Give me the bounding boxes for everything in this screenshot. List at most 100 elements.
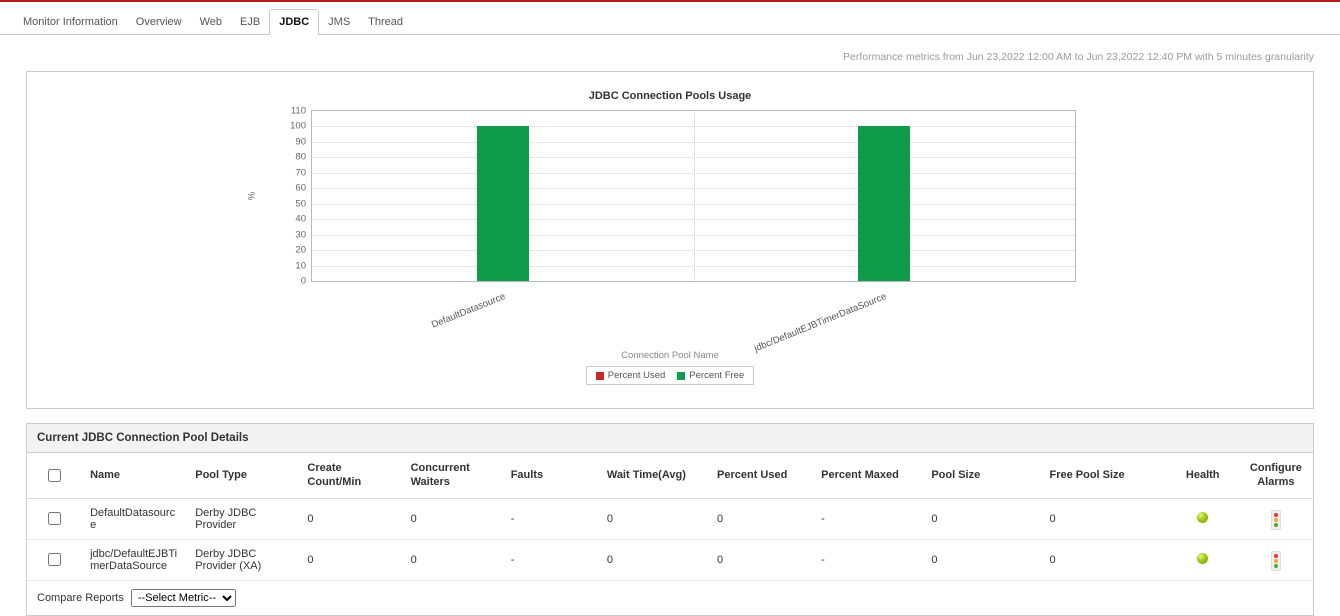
- health-indicator-clear[interactable]: [1197, 552, 1209, 564]
- tab-monitor-information[interactable]: Monitor Information: [23, 16, 118, 28]
- col-header-percent-used: Percent Used: [709, 453, 814, 499]
- y-axis-tick: 10: [295, 260, 306, 272]
- col-header-faults: Faults: [502, 453, 599, 499]
- top-accent-bar: [0, 0, 1340, 2]
- cell-faults: -: [502, 539, 599, 581]
- table-row: DefaultDatasource Derby JDBC Provider 0 0-0…: [27, 498, 1313, 540]
- cell-pool-type: Derby JDBC Provider (XA): [187, 539, 300, 581]
- metric-select[interactable]: --Select Metric--: [130, 588, 236, 607]
- alarm-light-orange: [1273, 558, 1278, 563]
- alarm-light-orange: [1273, 517, 1278, 522]
- row-checkbox[interactable]: [48, 512, 62, 526]
- select-all-checkbox[interactable]: [48, 468, 62, 482]
- category-separator-gridline: [693, 111, 695, 281]
- y-axis-tick: 70: [295, 167, 306, 179]
- cell-faults: -: [502, 498, 599, 540]
- cell-pool-size: 0: [923, 539, 1042, 581]
- chart-title: JDBC Connection Pools Usage: [588, 90, 752, 102]
- metrics-period-note: Performance metrics from Jun 23,2022 12:…: [843, 51, 1314, 63]
- table-body: DefaultDatasource Derby JDBC Provider 0 0-0…: [27, 498, 1313, 581]
- bar-percent-free-defaultdatasource: [476, 126, 529, 281]
- cell-percent-maxed: -: [813, 498, 924, 540]
- y-axis-tick: 110: [290, 105, 306, 117]
- cell-configure-alarms: [1238, 539, 1313, 581]
- row-checkbox-cell: [27, 498, 83, 540]
- y-axis-tick: 90: [295, 136, 306, 148]
- y-axis-tick: 0: [300, 275, 306, 287]
- x-category-label: DefaultDatasource: [429, 291, 507, 331]
- configure-alarms-icon[interactable]: [1270, 509, 1281, 530]
- cell-name: DefaultDatasource: [82, 498, 188, 540]
- alarm-light-red: [1273, 553, 1278, 558]
- y-axis-tick: 40: [295, 213, 306, 225]
- compare-reports-label: Compare Reports: [37, 591, 124, 604]
- cell-percent-used: 0: [709, 539, 814, 581]
- connection-pool-details-section: Current JDBC Connection Pool Details Nam…: [26, 423, 1314, 616]
- configure-alarms-icon[interactable]: [1270, 550, 1281, 571]
- col-header-create-count-min: Create Count/Min: [299, 453, 403, 499]
- cell-concurrent-waiters: 0: [402, 498, 503, 540]
- health-indicator-clear[interactable]: [1197, 511, 1209, 523]
- jdbc-usage-chart-panel: JDBC Connection Pools Usage % 0 10 20 30 40 5…: [26, 71, 1314, 409]
- chart-legend: Percent Used Percent Free: [585, 366, 755, 385]
- bar-percent-free-jdbc-defaultejbtimerdatasource: [858, 126, 911, 281]
- cell-health: [1166, 539, 1239, 581]
- cell-health: [1166, 498, 1239, 540]
- col-header-concurrent-waiters: Concurrent Waiters: [402, 453, 503, 499]
- cell-create-count-min: 0: [299, 498, 403, 540]
- col-header-pool-type: Pool Type: [187, 453, 300, 499]
- col-header-percent-maxed: Percent Maxed: [813, 453, 924, 499]
- chart-legend-wrap: Percent Used Percent Free: [27, 366, 1313, 385]
- cell-wait-time-avg: 0: [598, 498, 709, 540]
- cell-create-count-min: 0: [299, 539, 403, 581]
- y-axis-tick: 100: [290, 120, 306, 132]
- cell-percent-maxed: -: [813, 539, 924, 581]
- col-header-configure-alarms: Configure Alarms: [1238, 453, 1313, 499]
- y-axis-label: %: [246, 191, 258, 201]
- legend-label: Percent Free: [689, 370, 745, 381]
- tab-bar: Monitor Information Overview Web EJB JDBC JMS…: [0, 2, 1340, 35]
- cell-configure-alarms: [1238, 498, 1313, 540]
- legend-swatch: [595, 371, 604, 380]
- alarm-light-green: [1273, 563, 1278, 568]
- col-header-select: [27, 453, 83, 499]
- tab-web[interactable]: Web: [199, 16, 223, 28]
- legend-item-percent-used: Percent Used: [595, 370, 666, 381]
- cell-free-pool-size: 0: [1041, 498, 1167, 540]
- y-axis-tick: 30: [295, 229, 306, 241]
- table-header-row: Name Pool Type Create Count/Min Concurrent …: [27, 453, 1313, 499]
- tab-overview[interactable]: Overview: [135, 16, 182, 28]
- legend-swatch: [677, 371, 686, 380]
- col-header-health: Health: [1166, 453, 1239, 499]
- tab-jdbc[interactable]: JDBC: [269, 9, 320, 35]
- y-axis-tick: 80: [295, 151, 306, 163]
- cell-pool-size: 0: [923, 498, 1042, 540]
- y-axis-tick: 20: [295, 244, 306, 256]
- tab-thread[interactable]: Thread: [368, 16, 404, 28]
- y-axis-tick: 50: [295, 198, 306, 210]
- cell-pool-type: Derby JDBC Provider: [187, 498, 300, 540]
- cell-concurrent-waiters: 0: [402, 539, 503, 581]
- connection-pool-table: Name Pool Type Create Count/Min Concurrent …: [27, 453, 1313, 581]
- x-category-label: jdbc/DefaultEJBTimerDataSource: [752, 291, 889, 355]
- x-axis-label: Connection Pool Name: [621, 350, 719, 361]
- legend-label: Percent Used: [607, 370, 666, 381]
- cell-percent-used: 0: [709, 498, 814, 540]
- col-header-name: Name: [82, 453, 188, 499]
- row-checkbox-cell: [27, 539, 83, 581]
- alarm-light-green: [1273, 522, 1278, 527]
- row-checkbox[interactable]: [48, 553, 62, 567]
- cell-wait-time-avg: 0: [598, 539, 709, 581]
- compare-reports-row: Compare Reports --Select Metric--: [27, 581, 1313, 615]
- alarm-light-red: [1273, 512, 1278, 517]
- legend-item-percent-free: Percent Free: [677, 370, 744, 381]
- col-header-pool-size: Pool Size: [923, 453, 1042, 499]
- cell-free-pool-size: 0: [1041, 539, 1167, 581]
- y-axis-tick: 60: [295, 182, 306, 194]
- col-header-wait-time-avg: Wait Time(Avg): [598, 453, 709, 499]
- tab-jms[interactable]: JMS: [328, 16, 351, 28]
- tab-ejb[interactable]: EJB: [240, 16, 261, 28]
- cell-name: jdbc/DefaultEJBTimerDataSource: [82, 539, 188, 581]
- details-section-title: Current JDBC Connection Pool Details: [27, 424, 1313, 453]
- chart-plot-area: % 0 10 20 30 40 50 60 70 80 90 100 110 DefaultDataso…: [247, 106, 1076, 354]
